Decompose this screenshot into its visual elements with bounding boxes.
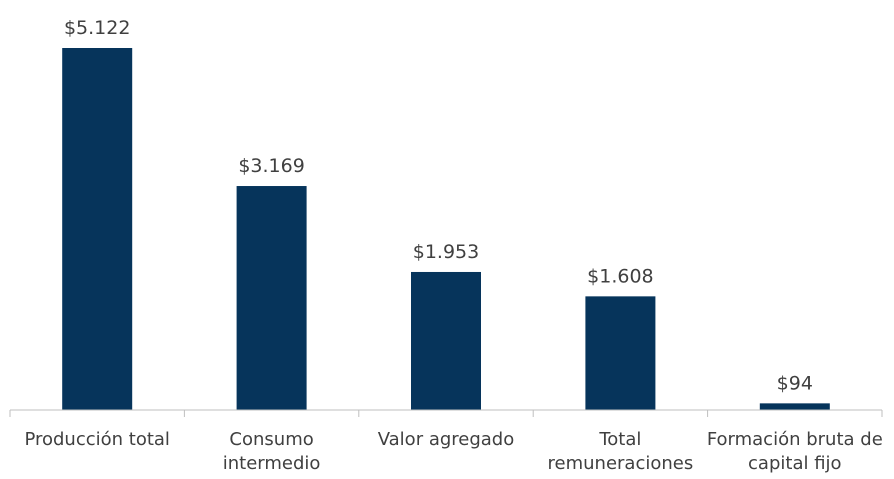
bar bbox=[585, 296, 656, 410]
data-label: $94 bbox=[777, 372, 813, 394]
data-label: $3.169 bbox=[238, 155, 304, 177]
x-tick-label: Formación bruta de capital fijo bbox=[706, 429, 883, 474]
data-label: $1.608 bbox=[587, 265, 653, 287]
bar bbox=[236, 186, 307, 410]
x-tick-label: Producción total bbox=[24, 429, 170, 450]
bar bbox=[759, 403, 830, 410]
bar bbox=[62, 48, 133, 410]
bar bbox=[411, 271, 481, 410]
x-tick-label: Total remuneraciones bbox=[547, 429, 694, 474]
data-label: $1.953 bbox=[413, 241, 479, 263]
data-label: $5.122 bbox=[64, 17, 130, 39]
x-tick-label: Valor agregado bbox=[377, 429, 515, 450]
x-tick-label: Consumo intermedio bbox=[222, 429, 321, 474]
